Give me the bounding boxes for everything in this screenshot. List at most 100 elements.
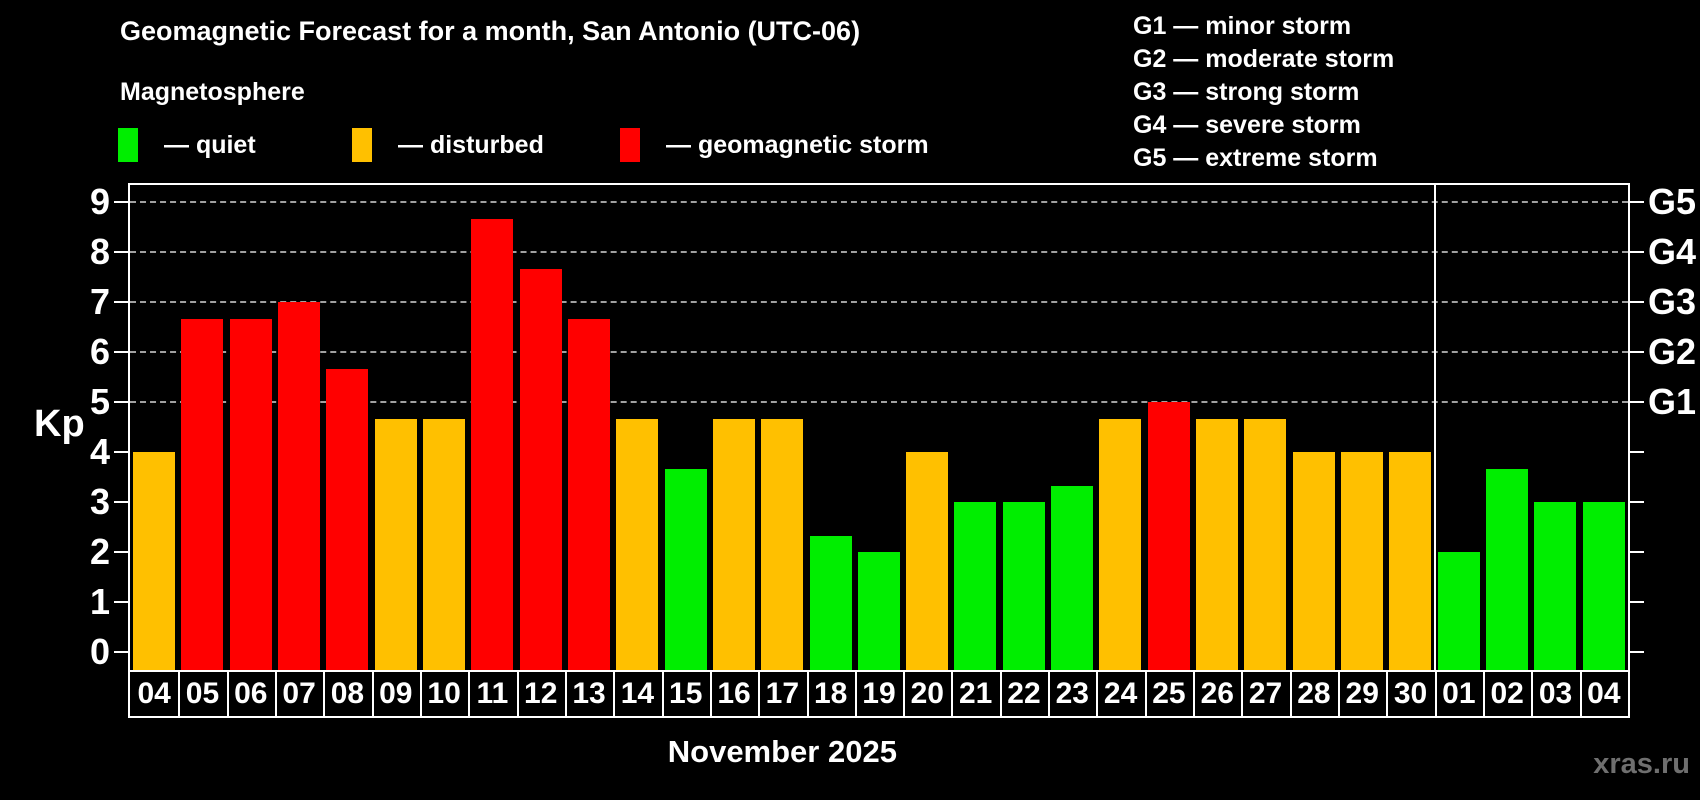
y-tick-3: [114, 501, 130, 503]
right-tick-5: [1628, 401, 1644, 403]
storm-color-swatch: [620, 128, 640, 162]
legend-label-quiet: — quiet: [164, 130, 256, 159]
right-tick-6: [1628, 351, 1644, 353]
right-tick-2: [1628, 551, 1644, 553]
date-box-nov-20: 20: [903, 672, 954, 716]
kp-bar-nov-26: [1196, 418, 1239, 670]
legend-item-disturbed: — disturbed: [352, 128, 544, 162]
kp-bar-nov-28: [1292, 452, 1335, 670]
y-tick-label-6: 6: [89, 331, 110, 372]
kp-bar-nov-14: [616, 418, 659, 670]
right-tick-3: [1628, 501, 1644, 503]
y-tick-label-0: 0: [89, 631, 110, 672]
gridline-kp6: [130, 351, 1628, 353]
g-level-label-g4: G4: [1648, 231, 1697, 272]
date-box-nov-16: 16: [710, 672, 761, 716]
date-box-nov-30: 30: [1386, 672, 1437, 716]
date-box-nov-22: 22: [1000, 672, 1051, 716]
date-box-nov-21: 21: [951, 672, 1002, 716]
y-tick-label-3: 3: [89, 481, 110, 522]
date-box-nov-07: 07: [275, 672, 326, 716]
kp-bar-nov-20: [906, 452, 949, 670]
kp-bar-nov-11: [471, 218, 514, 670]
date-box-nov-27: 27: [1241, 672, 1292, 716]
date-box-nov-12: 12: [517, 672, 567, 716]
right-tick-1: [1628, 601, 1644, 603]
date-box-nov-05: 05: [178, 672, 229, 716]
gridline-kp7: [130, 301, 1628, 303]
y-tick-label-2: 2: [89, 531, 110, 572]
right-tick-8: [1628, 251, 1644, 253]
legend-label-storm: — geomagnetic storm: [666, 130, 929, 159]
date-box-nov-19: 19: [855, 672, 906, 716]
right-tick-9: [1628, 201, 1644, 203]
y-tick-label-4: 4: [89, 431, 110, 472]
legend-item-quiet: — quiet: [118, 128, 256, 162]
y-tick-5: [114, 401, 130, 403]
date-box-nov-23: 23: [1048, 672, 1099, 716]
date-box-nov-08: 08: [323, 672, 374, 716]
right-tick-4: [1628, 451, 1644, 453]
kp-bar-nov-05: [181, 318, 224, 670]
kp-bar-dec-01: [1437, 552, 1480, 670]
y-tick-label-1: 1: [89, 581, 110, 622]
date-box-nov-18: 18: [807, 672, 857, 716]
date-box-nov-26: 26: [1193, 672, 1244, 716]
kp-bar-nov-13: [567, 318, 610, 670]
kp-bar-nov-27: [1244, 418, 1287, 670]
kp-bar-nov-10: [422, 418, 465, 670]
date-box-nov-25: 25: [1145, 672, 1196, 716]
quiet-color-swatch: [118, 128, 138, 162]
g-scale-line-g1: G1 — minor storm: [1133, 12, 1352, 40]
kp-bar-nov-30: [1389, 452, 1432, 670]
kp-bar-nov-21: [954, 502, 997, 670]
kp-bar-nov-12: [519, 268, 562, 670]
kp-bar-nov-04: [133, 452, 176, 670]
g-scale-line-g5: G5 — extreme storm: [1133, 144, 1378, 172]
g-scale-legend: G1 — minor storm G2 — moderate storm G3 …: [1133, 10, 1394, 175]
y-tick-0: [114, 651, 130, 653]
kp-bar-nov-22: [1002, 502, 1045, 670]
legend-item-storm: — geomagnetic storm: [620, 128, 929, 162]
kp-bar-dec-02: [1486, 468, 1529, 670]
date-box-nov-09: 09: [372, 672, 422, 716]
y-tick-label-7: 7: [89, 281, 110, 322]
date-box-nov-10: 10: [420, 672, 471, 716]
kp-bar-nov-09: [374, 418, 417, 670]
kp-bar-nov-17: [761, 418, 804, 670]
date-box-dec-01: 01: [1435, 672, 1486, 716]
kp-bar-nov-07: [277, 302, 320, 670]
chart-subtitle: Magnetosphere: [120, 78, 305, 106]
kp-bar-nov-15: [664, 468, 707, 670]
date-box-nov-13: 13: [565, 672, 616, 716]
y-tick-label-8: 8: [89, 231, 110, 272]
plot-area: November 2025 0 1 2 3 4 5 6 7 8 9 G1 G2 G3 G4 G5 04 05 06…: [90, 181, 1696, 769]
y-tick-7: [114, 301, 130, 303]
g-scale-line-g3: G3 — strong storm: [1133, 78, 1360, 106]
kp-bar-nov-08: [326, 368, 369, 670]
kp-bar-dec-03: [1534, 502, 1577, 670]
kp-bar-nov-16: [712, 418, 755, 670]
disturbed-color-swatch: [352, 128, 372, 162]
g-scale-line-g2: G2 — moderate storm: [1133, 45, 1395, 73]
g-level-label-g5: G5: [1648, 181, 1697, 222]
y-tick-label-5: 5: [89, 381, 110, 422]
kp-bar-nov-23: [1051, 485, 1094, 670]
date-box-nov-04: 04: [130, 672, 181, 716]
kp-bar-nov-24: [1099, 418, 1142, 670]
y-tick-label-9: 9: [89, 181, 110, 222]
date-box-dec-03: 03: [1531, 672, 1582, 716]
kp-bar-dec-04: [1582, 502, 1625, 670]
month-divider: [1433, 185, 1436, 670]
y-tick-2: [114, 551, 130, 553]
date-box-nov-06: 06: [227, 672, 277, 716]
right-tick-0: [1628, 651, 1644, 653]
date-box-nov-24: 24: [1096, 672, 1147, 716]
date-axis-row: 04 05 06 07 08 09 10 11 12 13 14 15 16 17 18 19 20 21 22 23…: [128, 670, 1630, 718]
date-box-nov-15: 15: [662, 672, 712, 716]
date-box-nov-29: 29: [1338, 672, 1389, 716]
x-axis-month-label: November 2025: [667, 734, 897, 769]
date-box-nov-11: 11: [468, 672, 519, 716]
kp-bar-nov-25: [1147, 402, 1190, 670]
gridline-kp9: [130, 201, 1628, 203]
